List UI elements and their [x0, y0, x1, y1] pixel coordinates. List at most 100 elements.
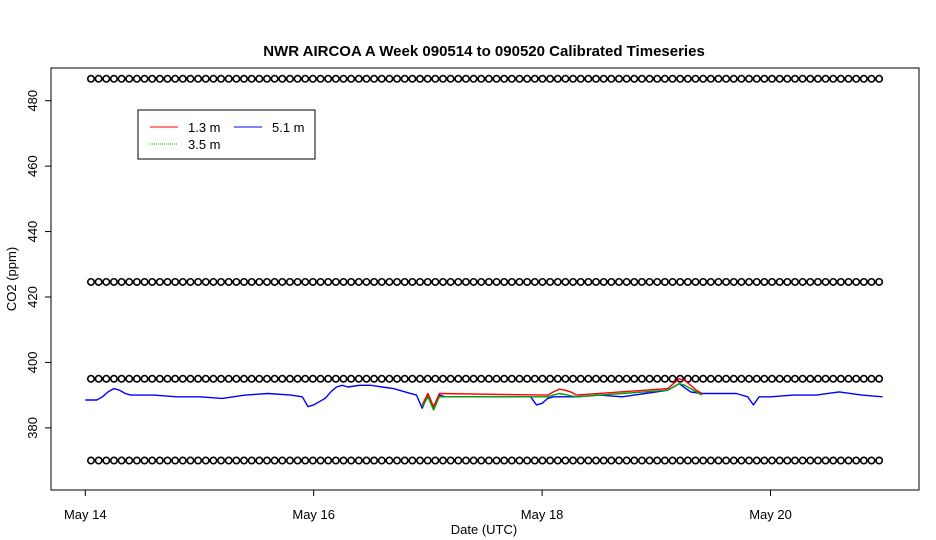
ref-point-2-45	[431, 374, 440, 383]
ref-point-2-22	[255, 374, 264, 383]
ref-point-1-4	[117, 277, 126, 286]
ref-point-0-44	[423, 74, 432, 83]
x-tick-label-0: May 14	[64, 507, 107, 522]
ref-point-1-2	[102, 277, 111, 286]
ref-point-1-49	[461, 277, 470, 286]
ref-point-1-20	[240, 277, 249, 286]
ref-point-0-12	[178, 74, 187, 83]
ref-point-2-96	[821, 374, 830, 383]
ref-point-2-24	[270, 374, 279, 383]
ref-point-3-8	[148, 456, 157, 465]
ref-point-1-44	[423, 277, 432, 286]
ref-point-2-10	[163, 374, 172, 383]
ref-point-2-102	[867, 374, 876, 383]
ref-point-3-80	[699, 456, 708, 465]
ref-point-2-14	[194, 374, 203, 383]
ref-point-2-17	[217, 374, 226, 383]
ref-point-1-96	[821, 277, 830, 286]
ref-point-3-41	[400, 456, 409, 465]
ref-point-0-63	[569, 74, 578, 83]
ref-point-3-51	[477, 456, 486, 465]
ref-point-3-89	[768, 456, 777, 465]
ref-point-0-54	[500, 74, 509, 83]
ref-point-2-13	[186, 374, 195, 383]
ref-point-2-87	[752, 374, 761, 383]
ref-point-0-95	[813, 74, 822, 83]
y-tick-label-0: 380	[25, 417, 40, 439]
ref-point-1-51	[477, 277, 486, 286]
ref-point-3-36	[362, 456, 371, 465]
ref-point-2-99	[844, 374, 853, 383]
ref-point-1-1	[94, 277, 103, 286]
ref-point-0-50	[469, 74, 478, 83]
ref-point-2-59	[538, 374, 547, 383]
ref-point-1-83	[722, 277, 731, 286]
ref-point-3-81	[706, 456, 715, 465]
ref-point-3-9	[155, 456, 164, 465]
ref-point-1-62	[561, 277, 570, 286]
ref-point-0-55	[507, 74, 516, 83]
ref-point-0-78	[683, 74, 692, 83]
ref-point-0-0	[86, 74, 95, 83]
ref-point-3-31	[324, 456, 333, 465]
ref-point-1-60	[546, 277, 555, 286]
ref-point-1-17	[217, 277, 226, 286]
ref-point-1-59	[538, 277, 547, 286]
ref-point-2-91	[783, 374, 792, 383]
ref-point-0-46	[438, 74, 447, 83]
ref-point-2-31	[324, 374, 333, 383]
ref-point-2-67	[599, 374, 608, 383]
ref-point-1-7	[140, 277, 149, 286]
ref-point-2-6	[132, 374, 141, 383]
ref-point-3-34	[347, 456, 356, 465]
legend: 1.3 m 5.1 m 3.5 m	[137, 109, 316, 160]
ref-point-3-74	[653, 456, 662, 465]
ref-point-0-68	[607, 74, 616, 83]
ref-point-0-74	[653, 74, 662, 83]
ref-point-3-64	[576, 456, 585, 465]
ref-point-3-79	[691, 456, 700, 465]
ref-point-3-37	[370, 456, 379, 465]
ref-point-2-1	[94, 374, 103, 383]
ref-point-0-36	[362, 74, 371, 83]
ref-point-2-36	[362, 374, 371, 383]
ref-point-0-25	[278, 74, 287, 83]
ref-point-2-78	[683, 374, 692, 383]
ref-point-3-28	[301, 456, 310, 465]
reference-points	[86, 74, 884, 465]
ref-point-2-76	[668, 374, 677, 383]
ref-point-1-56	[515, 277, 524, 286]
ref-point-0-64	[576, 74, 585, 83]
ref-point-3-1	[94, 456, 103, 465]
ref-point-0-15	[201, 74, 210, 83]
ref-point-0-27	[293, 74, 302, 83]
ref-point-3-96	[821, 456, 830, 465]
ref-point-2-100	[852, 374, 861, 383]
ref-point-1-61	[553, 277, 562, 286]
ref-point-3-44	[423, 456, 432, 465]
ref-point-2-43	[416, 374, 425, 383]
ref-point-0-91	[783, 74, 792, 83]
ref-point-2-3	[109, 374, 118, 383]
ref-point-3-84	[729, 456, 738, 465]
series-line-3-5-m	[421, 383, 703, 411]
ref-point-2-79	[691, 374, 700, 383]
ref-point-2-52	[484, 374, 493, 383]
ref-point-2-25	[278, 374, 287, 383]
ref-point-3-97	[829, 456, 838, 465]
ref-point-3-3	[109, 456, 118, 465]
ref-point-3-75	[660, 456, 669, 465]
ref-point-1-70	[622, 277, 631, 286]
ref-point-1-85	[737, 277, 746, 286]
ref-point-2-74	[653, 374, 662, 383]
ref-point-1-3	[109, 277, 118, 286]
ref-point-1-13	[186, 277, 195, 286]
ref-point-2-41	[400, 374, 409, 383]
ref-point-3-85	[737, 456, 746, 465]
y-tick-label-1: 400	[25, 352, 40, 374]
ref-point-3-11	[171, 456, 180, 465]
ref-point-2-18	[224, 374, 233, 383]
ref-point-0-62	[561, 74, 570, 83]
ref-point-3-50	[469, 456, 478, 465]
